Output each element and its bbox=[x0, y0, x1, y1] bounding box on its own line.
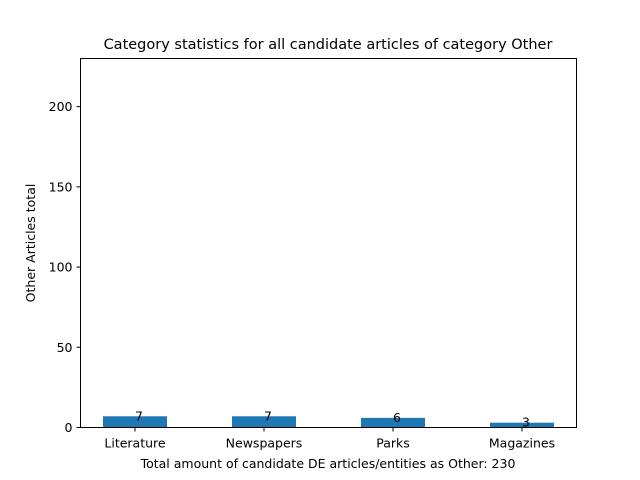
data-label-literature: 7 bbox=[135, 408, 143, 423]
y-tick-label-150: 150 bbox=[49, 179, 73, 194]
x-axis-label: Total amount of candidate DE articles/en… bbox=[140, 456, 516, 471]
x-tick-label-magazines: Magazines bbox=[489, 436, 555, 451]
bar-literature bbox=[103, 416, 167, 428]
bar-newspapers bbox=[232, 416, 296, 428]
bars-group bbox=[103, 416, 554, 428]
bar-parks bbox=[361, 417, 425, 428]
data-label-magazines: 3 bbox=[522, 415, 530, 430]
x-axis: Literature Newspapers Parks Magazines bbox=[104, 427, 555, 451]
chart-title: Category statistics for all candidate ar… bbox=[104, 37, 553, 53]
x-tick-label-newspapers: Newspapers bbox=[226, 436, 303, 451]
data-label-newspapers: 7 bbox=[264, 408, 272, 423]
y-tick-label-50: 50 bbox=[57, 340, 73, 355]
y-axis-label: Other Articles total bbox=[23, 184, 38, 303]
y-tick-label-0: 0 bbox=[65, 420, 73, 435]
bar-magazines bbox=[490, 422, 554, 428]
y-tick-label-100: 100 bbox=[49, 260, 73, 275]
y-axis: 0 50 100 150 200 bbox=[49, 99, 81, 435]
y-tick-label-200: 200 bbox=[49, 99, 73, 114]
x-tick-label-literature: Literature bbox=[104, 436, 166, 451]
data-label-parks: 6 bbox=[393, 410, 401, 425]
x-tick-label-parks: Parks bbox=[376, 436, 410, 451]
plot-frame bbox=[80, 58, 577, 428]
data-labels-group: 7 7 6 3 bbox=[135, 408, 530, 429]
